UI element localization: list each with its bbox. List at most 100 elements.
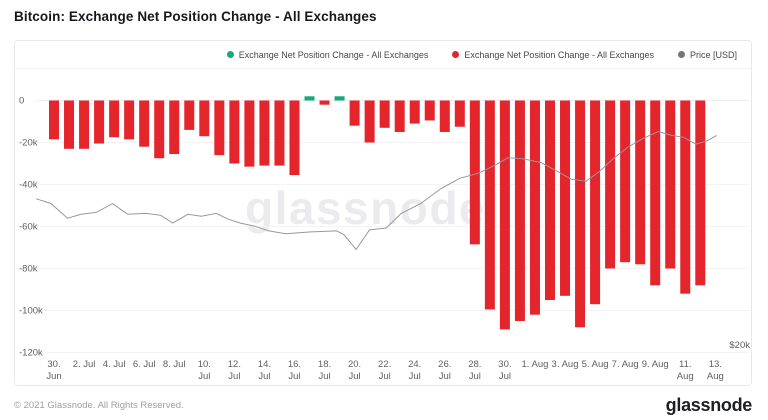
bar-aug-9[interactable] [650,100,661,286]
bar-jul-28[interactable] [469,100,480,245]
chart-legend: Exchange Net Position Change - All Excha… [15,41,751,69]
x-axis-tick-label: 20. [348,359,361,370]
x-axis-tick-label: Jul [349,371,361,382]
bar-aug-10[interactable] [665,100,676,269]
bar-jul-26[interactable] [439,100,450,133]
bar-jul-22[interactable] [379,100,390,128]
x-axis-tick-label: 18. [318,359,331,370]
bar-jul-21[interactable] [364,100,375,143]
x-axis-tick-label: 6. Jul [133,359,156,370]
legend-marker-icon [452,51,460,58]
bar-jul-10[interactable] [199,100,210,137]
y-axis-tick-label: -20k [19,138,38,149]
bar-jul-6[interactable] [139,100,150,147]
bar-aug-7[interactable] [620,100,631,263]
y-axis-tick-label: -80k [19,264,38,275]
x-axis-tick-label: 1. Aug [521,359,548,370]
bar-jul-9[interactable] [184,100,195,130]
copyright-text: © 2021 Glassnode. All Rights Reserved. [14,399,184,411]
y-axis-tick-label: 0 [19,96,24,107]
x-axis-tick-label: Aug [707,371,724,382]
x-axis-tick-label: 13. [709,359,722,370]
price-line [35,130,718,251]
bar-jul-16[interactable] [289,100,300,176]
bar-jul-30[interactable] [499,100,510,330]
bar-jul-19[interactable] [334,96,345,101]
x-axis-tick-label: Jul [288,371,300,382]
legend-item-0[interactable]: Exchange Net Position Change - All Excha… [226,49,429,60]
bar-aug-8[interactable] [635,100,646,265]
x-axis-tick-label: 7. Aug [612,359,639,370]
bar-jul-25[interactable] [424,100,435,121]
x-axis-tick-label: Jul [499,371,511,382]
bar-jul-18[interactable] [319,100,330,105]
legend-item-1[interactable]: Exchange Net Position Change - All Excha… [452,50,654,60]
bar-jul-29[interactable] [484,100,495,310]
y-axis-tick-label: -120k [19,348,43,359]
footer: © 2021 Glassnode. All Rights Reserved. g… [14,392,752,418]
legend-label: Price [USD] [689,49,737,60]
right-axis-tick-label: $20k [729,340,750,351]
bar-jul-27[interactable] [454,100,465,127]
x-axis-tick-label: 14. [258,359,271,370]
bar-jul-17[interactable] [304,96,315,101]
bar-aug-5[interactable] [590,100,601,305]
x-axis-tick-label: Jul [379,371,391,382]
bar-jul-14[interactable] [259,100,270,166]
x-axis-tick-label: Jul [409,371,421,382]
bar-aug-2[interactable] [544,100,555,301]
y-axis-tick-label: -100k [19,306,43,317]
bar-jul-5[interactable] [124,100,135,140]
bar-jun-30[interactable] [49,100,59,140]
x-axis-tick-label: Jul [258,371,270,382]
bar-jul-20[interactable] [349,100,360,126]
x-axis-tick-label: Aug [677,371,694,382]
bar-jul-2[interactable] [79,100,90,149]
bar-jul-4[interactable] [109,100,120,138]
legend-marker-icon [226,51,234,58]
legend-item-2[interactable]: Price [USD] [677,49,737,60]
y-axis-tick-label: -40k [19,180,38,191]
bar-aug-12[interactable] [695,100,706,286]
plot-area[interactable]: glassnode 0 -20k -40k -60k -80k -100k -120k 30.… [15,69,751,385]
bar-jul-3[interactable] [94,100,105,144]
bar-aug-6[interactable] [605,100,616,269]
bar-jul-7[interactable] [154,100,165,159]
bar-jul-31[interactable] [514,100,525,322]
x-axis-tick-label: Jun [46,371,61,382]
bar-aug-11[interactable] [680,100,691,294]
bar-jul-11[interactable] [214,100,225,156]
x-axis-tick-label: Jul [469,371,481,382]
bar-jul-23[interactable] [394,100,405,133]
x-axis-tick-label: Jul [198,371,210,382]
bar-jul-15[interactable] [274,100,285,166]
bar-aug-3[interactable] [560,100,571,296]
x-axis-tick-label: 22. [378,359,391,370]
x-axis-tick-label: 16. [288,359,301,370]
glassnode-logo: glassnode [665,394,753,415]
x-axis-tick-label: Jul [318,371,330,382]
x-axis-tick-label: 28. [468,359,481,370]
x-axis-tick-label: 24. [408,359,421,370]
y-axis-tick-label: -60k [19,222,38,233]
legend-label: Exchange Net Position Change - All Excha… [238,49,429,60]
bar-aug-4[interactable] [575,100,586,328]
bar-jul-8[interactable] [169,100,180,155]
legend-label: Exchange Net Position Change - All Excha… [464,49,654,60]
bar-jul-12[interactable] [229,100,240,164]
x-axis-tick-label: 12. [228,359,241,370]
chart-card: Exchange Net Position Change - All Excha… [14,40,752,386]
x-axis-tick-label: 10. [198,359,211,370]
bar-aug-1[interactable] [529,100,540,315]
bar-jul-13[interactable] [244,100,255,167]
x-axis-tick-label: 26. [438,359,451,370]
x-axis-tick-label: 11. [679,359,692,370]
x-axis-tick-label: 8. Jul [163,359,186,370]
bar-jul-1[interactable] [64,100,75,149]
x-axis-tick-label: 2. Jul [73,359,96,370]
legend-marker-icon [677,51,685,58]
bar-jul-24[interactable] [409,100,420,124]
x-axis-tick-label: 30. [47,359,60,370]
x-axis-tick-label: 3. Aug [552,359,579,370]
